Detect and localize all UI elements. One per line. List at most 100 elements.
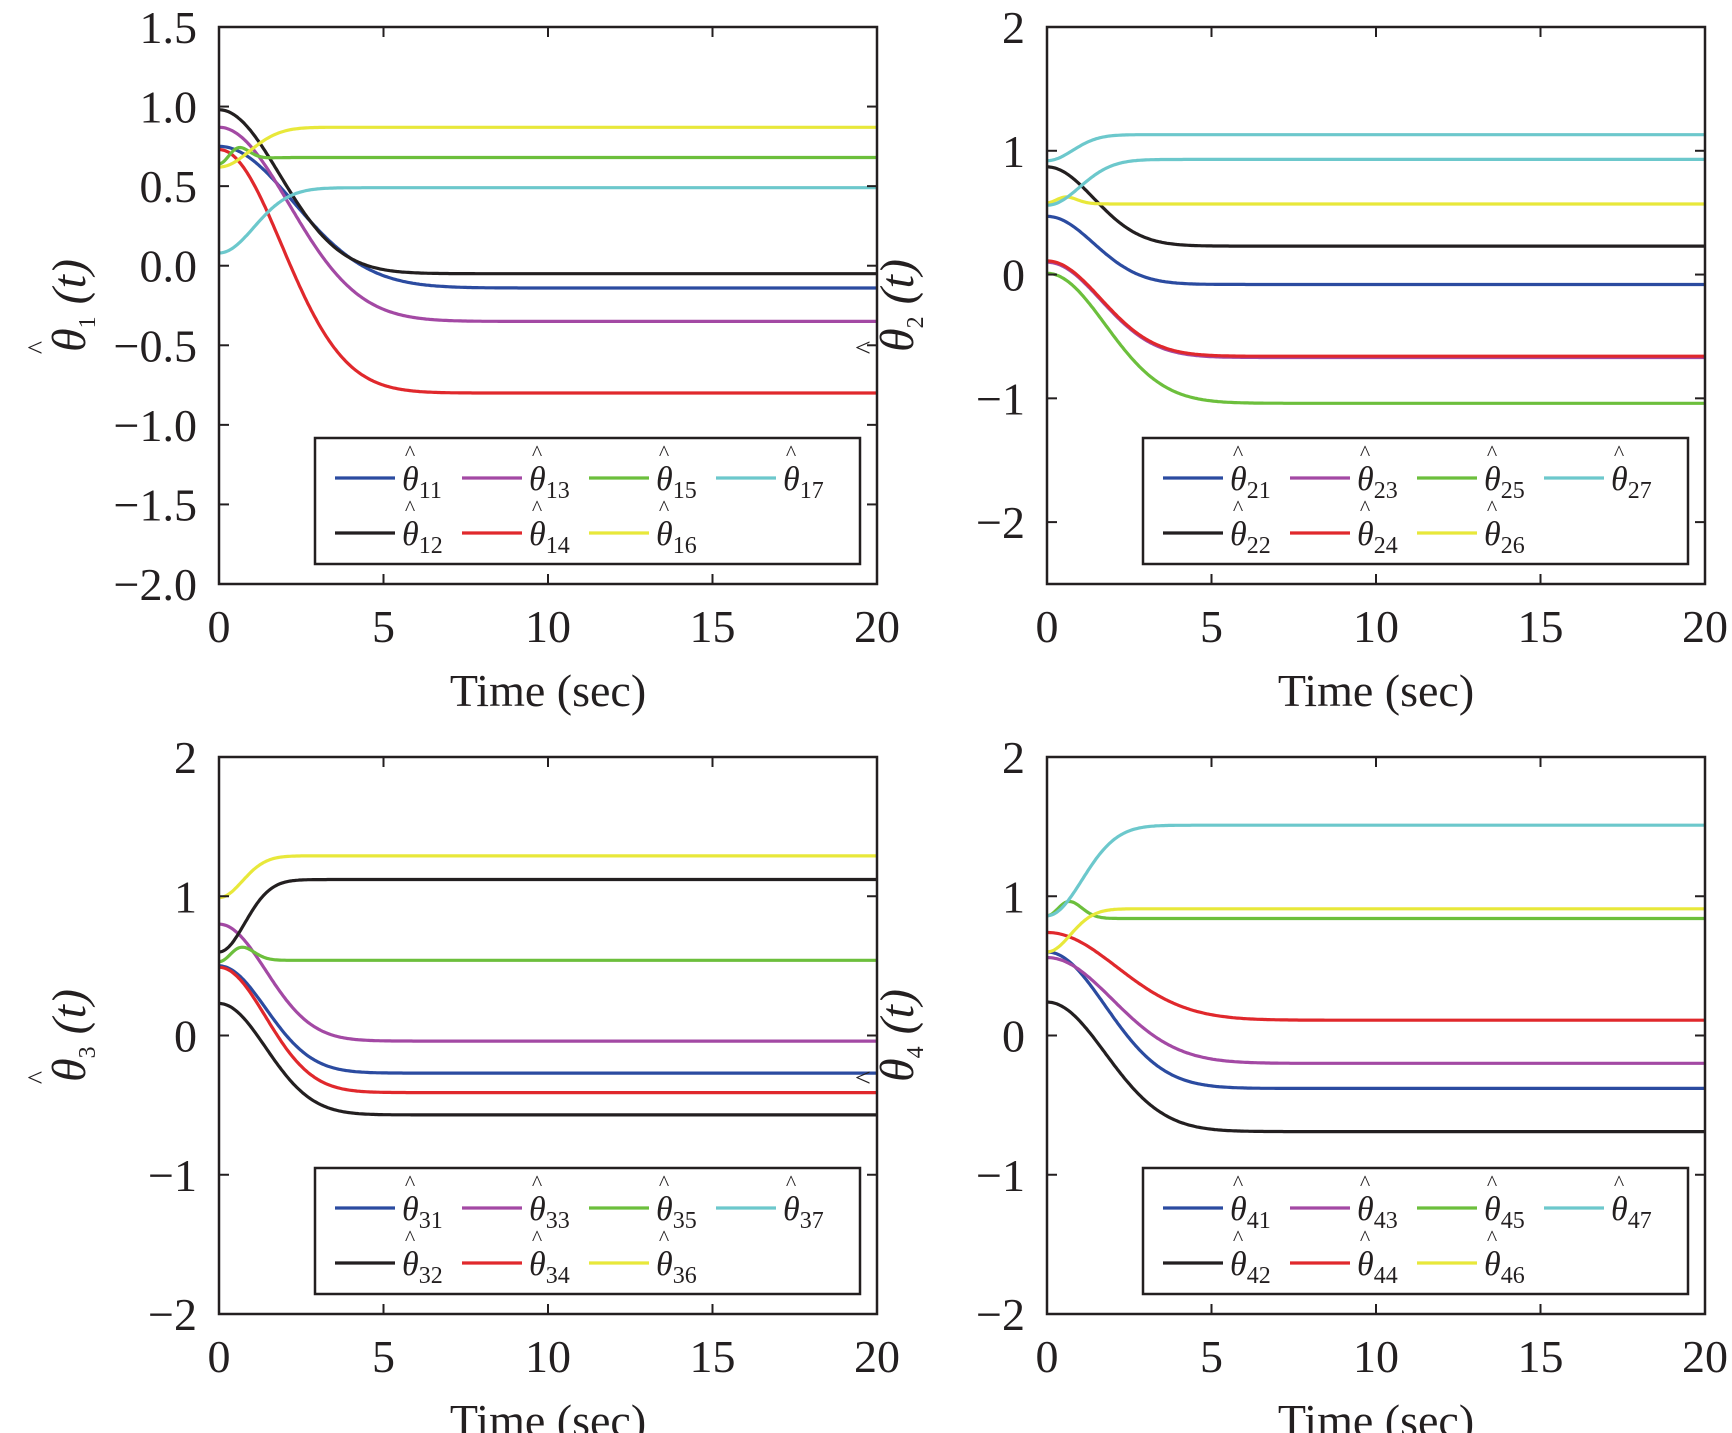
legend-hat: ^ <box>405 1170 416 1195</box>
x-tick-label: 5 <box>372 1331 395 1382</box>
y-tick-label: −2 <box>976 1289 1025 1340</box>
legend-hat: ^ <box>1233 1170 1244 1195</box>
x-tick-label: 10 <box>1353 1331 1399 1382</box>
series-line-41 <box>1047 950 1705 1090</box>
series-line-36 <box>219 854 877 900</box>
x-axis-label: Time (sec) <box>1278 665 1474 716</box>
x-tick-label: 15 <box>690 1331 736 1382</box>
legend-item-37: θ37^ <box>716 1170 824 1234</box>
legend-hat: ^ <box>659 440 670 465</box>
chart-panel-top-left: 0 5 10 15 20 −2.0 −1.5 −1.0 −0.5 0.0 0.5 1.0 1.5 Time… <box>23 2 900 716</box>
legend-hat: ^ <box>1614 1170 1625 1195</box>
y-tick-label: −2.0 <box>114 559 197 610</box>
legend-item-15: θ15^ <box>589 440 697 504</box>
legend-hat: ^ <box>1360 1170 1371 1195</box>
legend-label: θ44 <box>1357 1246 1398 1289</box>
legend-hat: ^ <box>1360 495 1371 520</box>
x-tick-label: 15 <box>1518 601 1564 652</box>
legend-item-43: θ43^ <box>1290 1170 1398 1234</box>
series-line-14 <box>219 147 877 395</box>
y-axis-label: θ4 (t)^ <box>851 989 929 1084</box>
legend-label: θ12 <box>402 516 443 559</box>
legend-hat: ^ <box>1360 440 1371 465</box>
series-line-46 <box>1047 907 1705 954</box>
legend-label: θ37 <box>783 1191 824 1234</box>
series-line-33 <box>219 922 877 1043</box>
legend-label: θ45 <box>1484 1191 1525 1234</box>
legend-label: θ47 <box>1611 1191 1652 1234</box>
legend-hat: ^ <box>1487 440 1498 465</box>
legend-hat: ^ <box>1233 1225 1244 1250</box>
legend-item-13: θ13^ <box>462 440 570 504</box>
legend-hat: ^ <box>786 440 797 465</box>
y-tick-label: 0 <box>174 1011 197 1062</box>
legend-item-12: θ12^ <box>335 495 443 559</box>
y-tick-label: 0.5 <box>140 161 198 212</box>
y-tick-label: 1 <box>1002 871 1025 922</box>
legend-hat: ^ <box>659 1225 670 1250</box>
x-tick-label: 0 <box>208 1331 231 1382</box>
legend-hat: ^ <box>1233 495 1244 520</box>
x-tick-label: 20 <box>1682 601 1728 652</box>
legend-label: θ43 <box>1357 1191 1398 1234</box>
legend-label: θ41 <box>1230 1191 1271 1234</box>
y-axis-label-hat: ^ <box>23 1071 54 1084</box>
y-axis-label: θ3 (t)^ <box>23 989 101 1084</box>
legend-item-36: θ36^ <box>589 1225 697 1289</box>
y-tick-label: 2 <box>1002 2 1025 53</box>
series-line-12 <box>219 108 877 276</box>
legend-hat: ^ <box>1360 1225 1371 1250</box>
y-tick-label: 1 <box>1002 126 1025 177</box>
legend-item-41: θ41^ <box>1163 1170 1271 1234</box>
series-line-26 <box>1047 195 1705 206</box>
legend-label: θ25 <box>1484 461 1525 504</box>
legend-label: θ24 <box>1357 516 1398 559</box>
legend-label: θ33 <box>529 1191 570 1234</box>
series-line-47 <box>1047 823 1705 918</box>
legend-hat: ^ <box>659 1170 670 1195</box>
y-axis-label-text: θ2 (t) <box>871 259 929 352</box>
y-tick-label: 1.0 <box>140 82 198 133</box>
legend-item-44: θ44^ <box>1290 1225 1398 1289</box>
legend-label: θ17 <box>783 461 824 504</box>
series-line-22 <box>1047 165 1705 248</box>
legend-hat: ^ <box>659 495 670 520</box>
series-line-17 <box>219 186 877 255</box>
legend-label: θ35 <box>656 1191 697 1234</box>
legend-label: θ22 <box>1230 516 1271 559</box>
x-tick-label: 15 <box>690 601 736 652</box>
legend-box <box>1141 1166 1690 1296</box>
legend-item-21: θ21^ <box>1163 440 1271 504</box>
series-line-13 <box>219 125 877 323</box>
legend-hat: ^ <box>405 440 416 465</box>
legend-hat: ^ <box>1487 1170 1498 1195</box>
legend-hat: ^ <box>532 440 543 465</box>
y-tick-label: −0.5 <box>114 320 197 371</box>
series-line-35 <box>219 945 877 964</box>
x-axis-label: Time (sec) <box>1278 1395 1474 1433</box>
x-tick-label: 5 <box>1200 1331 1223 1382</box>
legend-label: θ11 <box>402 461 442 504</box>
series-line-11 <box>219 144 877 290</box>
legend-label: θ14 <box>529 516 570 559</box>
y-tick-label: −1 <box>148 1150 197 1201</box>
legend-item-22: θ22^ <box>1163 495 1271 559</box>
legend-item-46: θ46^ <box>1417 1225 1525 1289</box>
series-line-27 <box>1047 133 1705 163</box>
legend-item-17: θ17^ <box>716 440 824 504</box>
y-axis-label-hat: ^ <box>851 341 882 354</box>
legend-item-11: θ11^ <box>335 440 442 504</box>
legend-label: θ16 <box>656 516 697 559</box>
y-axis-label-text: θ1 (t) <box>43 259 101 352</box>
y-axis-label-text: θ4 (t) <box>871 989 929 1082</box>
y-axis-label: θ2 (t)^ <box>851 259 929 354</box>
x-tick-label: 5 <box>372 601 395 652</box>
series-line-24 <box>1047 259 1705 358</box>
y-axis-label-text: θ3 (t) <box>43 989 101 1082</box>
legend-item-26: θ26^ <box>1417 495 1525 559</box>
legend-item-24: θ24^ <box>1290 495 1398 559</box>
x-tick-label: 10 <box>525 601 571 652</box>
legend-box <box>313 436 862 566</box>
